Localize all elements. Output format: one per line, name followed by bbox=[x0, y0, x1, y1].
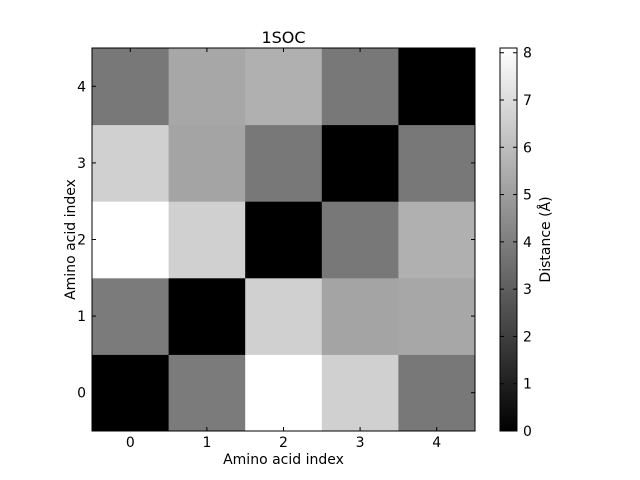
heatmap-cell bbox=[245, 201, 323, 279]
x-tick-label: 2 bbox=[279, 435, 288, 451]
x-axis-label: Amino acid index bbox=[223, 452, 344, 468]
heatmap-cell bbox=[321, 124, 399, 202]
heatmap-cell bbox=[245, 354, 323, 432]
y-tick-label: 3 bbox=[77, 156, 86, 172]
colorbar bbox=[499, 47, 518, 432]
heatmap-cells bbox=[92, 48, 476, 432]
heatmap-cell bbox=[245, 48, 323, 126]
heatmap-cell bbox=[168, 124, 246, 202]
heatmap-cell bbox=[92, 201, 170, 279]
colorbar-tick-label: 0 bbox=[523, 424, 532, 440]
y-tick-label: 1 bbox=[77, 309, 86, 325]
heatmap-cell bbox=[92, 354, 170, 432]
heatmap-cell bbox=[398, 201, 476, 279]
x-axis-ticks: 0 1 2 3 4 bbox=[126, 48, 441, 451]
heatmap-cell bbox=[168, 277, 246, 355]
heatmap-cell bbox=[321, 48, 399, 126]
colorbar-tick-label: 6 bbox=[523, 140, 532, 156]
heatmap-cell bbox=[168, 201, 246, 279]
colorbar-label: Distance (Å) bbox=[537, 196, 554, 282]
colorbar-tick-label: 5 bbox=[523, 188, 532, 204]
heatmap-cell bbox=[92, 277, 170, 355]
colorbar-ticks: 0 1 2 3 4 5 6 7 8 bbox=[500, 46, 532, 440]
x-tick-label: 4 bbox=[432, 435, 441, 451]
chart-title: 1SOC bbox=[261, 28, 305, 47]
y-axis-label: Amino acid index bbox=[63, 179, 79, 300]
heatmap-cell bbox=[398, 48, 476, 126]
colorbar-tick-label: 8 bbox=[523, 46, 532, 62]
heatmap-cell bbox=[321, 201, 399, 279]
heatmap-cell bbox=[92, 48, 170, 126]
y-axis-ticks: 0 1 2 3 4 bbox=[77, 79, 475, 402]
colorbar-tick-label: 4 bbox=[523, 235, 532, 251]
heatmap-cell bbox=[321, 277, 399, 355]
colorbar-tick-label: 2 bbox=[523, 329, 532, 345]
heatmap-cell bbox=[92, 124, 170, 202]
y-tick-label: 4 bbox=[77, 79, 86, 95]
heatmap-cell bbox=[398, 277, 476, 355]
heatmap-cell bbox=[321, 354, 399, 432]
heatmap-cell bbox=[245, 277, 323, 355]
heatmap-cell bbox=[398, 124, 476, 202]
colorbar-tick-label: 1 bbox=[523, 377, 532, 393]
heatmap-cell bbox=[398, 354, 476, 432]
colorbar-tick-label: 7 bbox=[523, 93, 532, 109]
heatmap-cell bbox=[168, 48, 246, 126]
y-tick-label: 0 bbox=[77, 386, 86, 402]
heatmap-cell bbox=[168, 354, 246, 432]
x-tick-label: 3 bbox=[356, 435, 365, 451]
x-tick-label: 1 bbox=[202, 435, 211, 451]
y-tick-label: 2 bbox=[77, 233, 86, 249]
x-tick-label: 0 bbox=[126, 435, 135, 451]
colorbar-tick-label: 3 bbox=[523, 282, 532, 298]
heatmap-cell bbox=[245, 124, 323, 202]
